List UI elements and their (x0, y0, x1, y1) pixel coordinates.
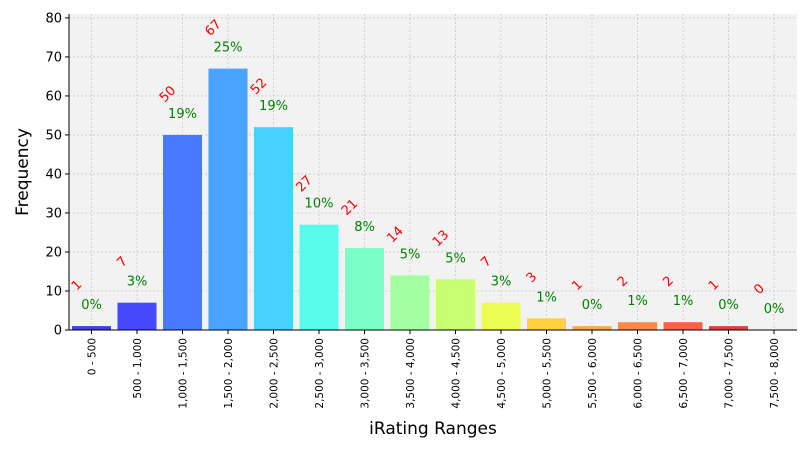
percent-label: 25% (214, 41, 243, 56)
x-tick-labels: 0 - 500 500 - 1,000 1,000 - 1,500 1,500 - 2… (87, 338, 782, 409)
percent-label: 19% (259, 99, 288, 114)
percent-label: 0% (81, 298, 102, 313)
y-tick-label: 30 (45, 206, 62, 221)
bar (72, 326, 111, 330)
x-tick-label: 6,500 - 7,000 (678, 338, 690, 409)
x-tick-label: 2,500 - 3,000 (314, 338, 326, 409)
y-tick-label: 60 (45, 89, 62, 104)
percent-label: 5% (400, 247, 421, 262)
bar (436, 279, 475, 330)
y-tick-label: 80 (45, 11, 62, 26)
percent-label: 3% (127, 275, 148, 290)
percent-label: 1% (673, 294, 694, 309)
x-tick-label: 7,500 - 8,000 (769, 338, 781, 409)
percent-label: 0% (718, 298, 739, 313)
percent-label: 1% (536, 290, 557, 305)
x-tick-label: 5,500 - 6,000 (587, 338, 599, 409)
percent-labels: 0% 3% 19% 25% 19% 10% 8% 5% 5% 3% 1% 0% 1% 1% 0% 0% (81, 41, 784, 317)
x-tick-label: 1,000 - 1,500 (178, 338, 190, 409)
percent-label: 5% (445, 251, 466, 266)
percent-label: 10% (305, 197, 334, 212)
x-tick-label: 4,000 - 4,500 (451, 338, 463, 409)
y-tick-label: 10 (45, 284, 62, 299)
y-tick-labels: 0 10 20 30 40 50 60 70 80 (45, 11, 62, 338)
x-axis-title: iRating Ranges (369, 419, 497, 439)
x-tick-label: 500 - 1,000 (132, 338, 144, 399)
y-axis-title: Frequency (13, 128, 33, 216)
y-tick-label: 40 (45, 167, 62, 182)
x-tick-label: 6,000 - 6,500 (633, 338, 645, 409)
y-tick-label: 70 (45, 50, 62, 65)
x-tick-label: 7,000 - 7,500 (724, 338, 736, 409)
bar (299, 224, 339, 330)
bar (254, 127, 293, 330)
x-tick-label: 3,500 - 4,000 (405, 338, 417, 409)
percent-label: 1% (627, 294, 648, 309)
y-tick-label: 50 (45, 128, 62, 143)
percent-label: 8% (354, 220, 375, 235)
bar (709, 326, 748, 330)
x-tick-label: 3,000 - 3,500 (360, 338, 372, 409)
x-tick-label: 1,500 - 2,000 (223, 338, 235, 409)
axes (65, 14, 797, 334)
percent-label: 0% (582, 298, 603, 313)
bar (345, 248, 384, 330)
percent-label: 19% (168, 107, 197, 122)
bars (72, 68, 748, 331)
bar (208, 68, 248, 331)
bar (572, 326, 612, 330)
x-tick-label: 5,000 - 5,500 (542, 338, 554, 409)
bar (663, 322, 703, 330)
bar (618, 322, 657, 330)
bar (163, 134, 202, 330)
x-tick-label: 0 - 500 (87, 338, 99, 375)
bar (527, 318, 566, 330)
y-tick-label: 0 (54, 324, 62, 339)
percent-label: 3% (491, 275, 512, 290)
bar (390, 275, 430, 330)
percent-label: 0% (764, 302, 785, 317)
x-tick-label: 2,000 - 2,500 (269, 338, 281, 409)
x-tick-label: 4,500 - 5,000 (496, 338, 508, 409)
bar (481, 302, 521, 330)
y-tick-label: 20 (45, 245, 62, 260)
bar (117, 302, 157, 330)
